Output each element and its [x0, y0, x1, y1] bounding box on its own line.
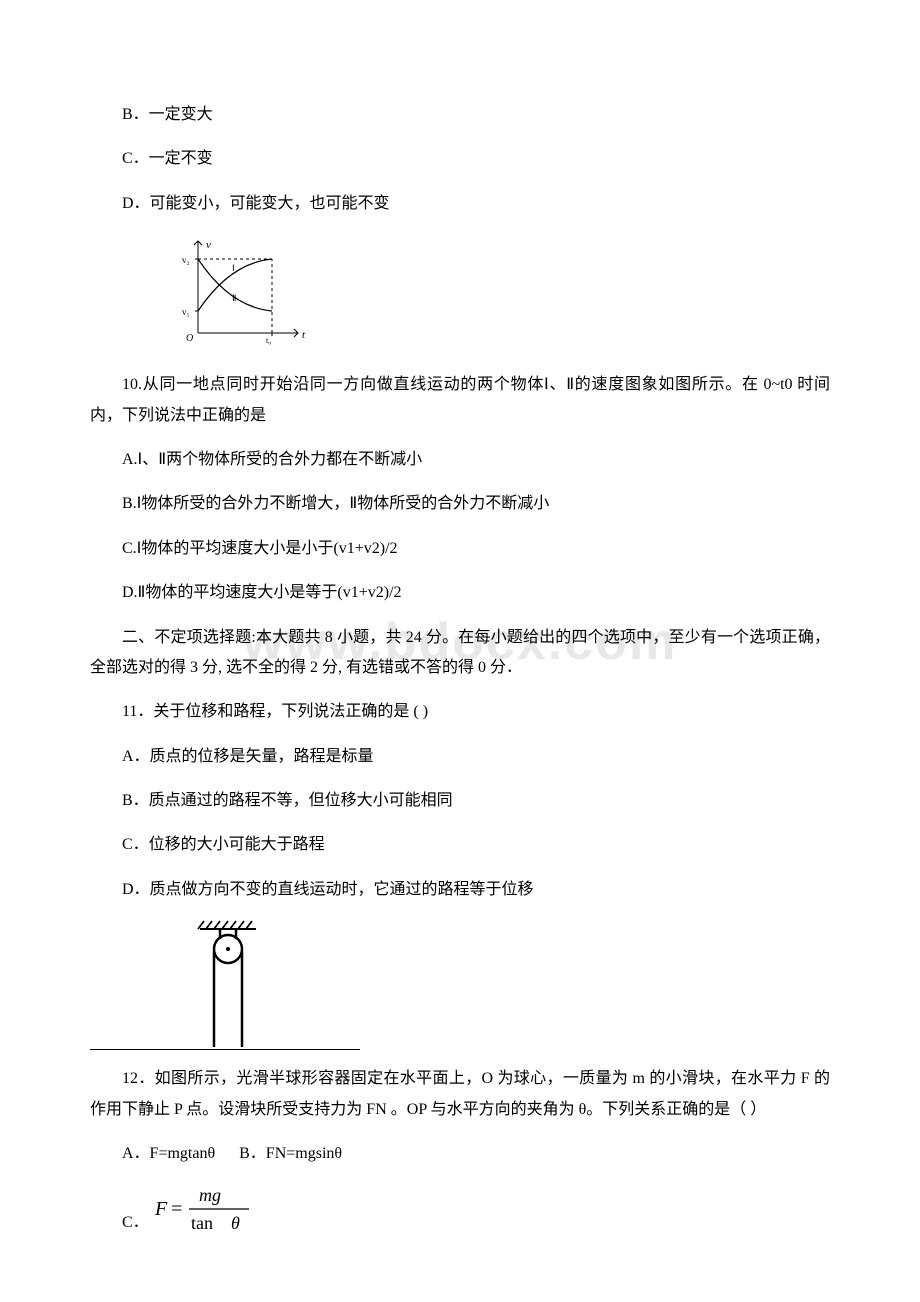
svg-text:Ⅰ: Ⅰ	[232, 263, 235, 273]
q11-option-a: A．质点的位移是矢量，路程是标量	[90, 742, 830, 772]
section-2-header: 二、不定项选择题:本大题共 8 小题，共 24 分。在每小题给出的四个选项中，至…	[90, 623, 830, 684]
q10-text: 10.从同一地点同时开始沿同一方向做直线运动的两个物体Ⅰ、Ⅱ的速度图象如图所示。…	[90, 370, 830, 431]
option-c-label: C．	[90, 1208, 149, 1240]
q11-text: 11．关于位移和路程，下列说法正确的是 ( )	[90, 697, 830, 727]
svg-text:v: v	[206, 239, 211, 251]
svg-text:v₁: v₁	[182, 307, 190, 317]
q12-option-ab: A．F=mgtanθ B．FN=mgsinθ	[90, 1139, 830, 1169]
svg-text:θ: θ	[231, 1213, 240, 1233]
q11-option-c: C．位移的大小可能大于路程	[90, 830, 830, 860]
svg-text:mg: mg	[199, 1185, 221, 1205]
q9-option-d: D．可能变小，可能变大，也可能不变	[90, 189, 830, 219]
q12-text: 12．如图所示，光滑半球形容器固定在水平面上，O 为球心，一质量为 m 的小滑块…	[90, 1064, 830, 1125]
svg-text:tan: tan	[191, 1213, 213, 1233]
q10-option-b: B.Ⅰ物体所受的合外力不断增大，Ⅱ物体所受的合外力不断减小	[90, 489, 830, 519]
svg-text:F: F	[154, 1198, 168, 1220]
page-content: B．一定变大 C．一定不变 D．可能变小，可能变大，也可能不变 v t v₂ v…	[90, 100, 830, 1240]
q10-option-a: A.Ⅰ、Ⅱ两个物体所受的合外力都在不断减小	[90, 445, 830, 475]
svg-text:t₀: t₀	[266, 336, 271, 345]
q10-option-c: C.Ⅰ物体的平均速度大小是小于(v1+v2)/2	[90, 534, 830, 564]
q10-option-d: D.Ⅱ物体的平均速度大小是等于(v1+v2)/2	[90, 578, 830, 608]
svg-text:t: t	[302, 329, 306, 341]
svg-text:=: =	[171, 1198, 182, 1220]
q9-option-c: C．一定不变	[90, 144, 830, 174]
svg-text:Ⅱ: Ⅱ	[232, 293, 236, 303]
svg-text:O: O	[186, 333, 193, 344]
svg-text:v₂: v₂	[182, 255, 190, 265]
q9-option-b: B．一定变大	[90, 100, 830, 130]
q12-option-c: C． F = mg tan θ	[90, 1183, 830, 1240]
q11-option-b: B．质点通过的路程不等，但位移大小可能相同	[90, 786, 830, 816]
formula-fraction: F = mg tan θ	[149, 1183, 259, 1240]
pulley-diagram	[90, 919, 360, 1050]
vt-graph-diagram: v t v₂ v₁ O t₀ Ⅰ Ⅱ	[180, 233, 830, 356]
q11-option-d: D．质点做方向不变的直线运动时，它通过的路程等于位移	[90, 875, 830, 905]
